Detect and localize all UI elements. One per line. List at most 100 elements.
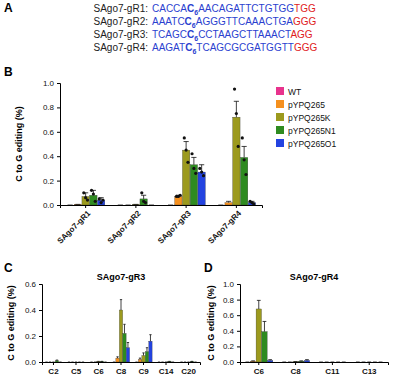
axis-line xyxy=(241,363,389,366)
bar xyxy=(45,362,48,363)
bar xyxy=(55,361,58,362)
error-bar xyxy=(94,362,96,363)
tick: 1.0 xyxy=(223,280,240,289)
tick: C5 xyxy=(71,362,82,376)
legend-swatch xyxy=(276,87,284,95)
error-bar xyxy=(56,360,58,362)
tick: 1.0 xyxy=(43,79,60,88)
tick-label: 0.4 xyxy=(43,152,55,161)
error-cap xyxy=(191,157,196,158)
legend: WTpYPQ265pYPQ265KpYPQ265N1pYPQ265O1 xyxy=(276,87,336,149)
error-bar xyxy=(242,146,247,157)
tick-mark xyxy=(39,284,42,285)
error-bar xyxy=(184,362,186,363)
tick-label: C9 xyxy=(138,367,149,376)
tick-label: 1.0 xyxy=(223,280,235,289)
y-axis: 0.00.20.40.60.81.0 xyxy=(223,280,241,367)
tick-mark xyxy=(166,362,167,365)
tick-mark xyxy=(75,362,76,365)
tick-label: C2 xyxy=(48,367,59,376)
point xyxy=(82,191,85,194)
chart-title: SAgo7-gR3 xyxy=(97,272,146,282)
point xyxy=(243,158,246,161)
tick-label: 0.0 xyxy=(43,201,55,210)
point xyxy=(183,136,186,139)
bar xyxy=(318,362,323,363)
error-bar xyxy=(331,362,335,363)
error-bar xyxy=(282,362,286,363)
bar xyxy=(135,362,138,363)
error-cap xyxy=(336,362,340,363)
point xyxy=(90,189,93,192)
bar xyxy=(293,361,298,362)
tick-label: C5 xyxy=(71,367,82,376)
error-cap xyxy=(187,362,189,363)
tick-label: C11 xyxy=(325,367,340,376)
error-cap xyxy=(52,362,54,363)
tick-mark xyxy=(258,362,259,365)
tick-label: 0.4 xyxy=(25,306,37,315)
tick-mark xyxy=(237,300,240,301)
error-line xyxy=(146,348,147,352)
bar xyxy=(93,362,96,363)
sequence: AAGATC6TCAGCGCGATGGTTGGG xyxy=(152,42,317,55)
point xyxy=(194,172,197,175)
tick-label: C8 xyxy=(116,367,127,376)
tick-mark xyxy=(369,362,370,365)
error-cap xyxy=(331,362,335,363)
protospacer: TCAGC xyxy=(152,29,187,40)
error-cap xyxy=(305,359,309,360)
sequence-label: SAgo7-gR4: xyxy=(94,42,148,53)
chart: 0.00.20.40.6C2C5C6C8C9C14C20C to G editi… xyxy=(6,272,201,376)
error-bar xyxy=(268,359,272,361)
error-cap xyxy=(234,101,239,102)
error-cap xyxy=(97,361,99,362)
point xyxy=(200,170,203,173)
tick-label: SAgo7-gR1 xyxy=(56,208,93,245)
error-bar xyxy=(246,362,250,363)
bar xyxy=(74,204,81,205)
tick: 0.2 xyxy=(223,342,240,351)
error-bar xyxy=(191,157,196,164)
error-cap xyxy=(356,362,360,363)
bar xyxy=(171,362,174,363)
bar xyxy=(168,361,171,362)
bar xyxy=(330,362,335,363)
bar xyxy=(167,205,174,206)
error-bar xyxy=(139,358,141,359)
tick: SAgo7-gR3 xyxy=(156,205,193,246)
bar xyxy=(240,157,247,205)
error-cap xyxy=(168,205,173,206)
error-bar xyxy=(226,201,231,202)
error-cap xyxy=(373,362,377,363)
point xyxy=(241,136,244,139)
bar xyxy=(164,362,167,363)
axis-line xyxy=(57,84,61,206)
tick: C8 xyxy=(290,362,301,376)
error-bar xyxy=(75,362,77,363)
tick-label: 0.6 xyxy=(25,280,37,289)
error-cap xyxy=(133,204,138,205)
error-cap xyxy=(149,205,154,206)
error-bar xyxy=(97,361,99,362)
error-cap xyxy=(282,362,286,363)
error-bar xyxy=(158,362,160,363)
tick-label: 0.6 xyxy=(223,311,235,320)
x-axis: SAgo7-gR1SAgo7-gR2SAgo7-gR3SAgo7-gR4 xyxy=(56,205,263,246)
tick-mark xyxy=(295,362,296,365)
tick: SAgo7-gR2 xyxy=(106,205,143,246)
error-bar xyxy=(90,362,92,363)
error-cap xyxy=(146,347,148,348)
error-bar xyxy=(113,362,115,363)
error-line xyxy=(117,357,118,358)
pam: TGG xyxy=(294,3,316,14)
error-cap xyxy=(342,362,346,363)
bar xyxy=(341,362,346,363)
error-cap xyxy=(194,362,196,363)
error-cap xyxy=(325,362,329,363)
axis-title: C to G editing (%) xyxy=(6,285,16,361)
panel-label: C xyxy=(4,261,13,275)
legend-label: pYPQ265K xyxy=(288,113,331,123)
error-cap xyxy=(319,362,323,363)
bar xyxy=(78,362,81,363)
